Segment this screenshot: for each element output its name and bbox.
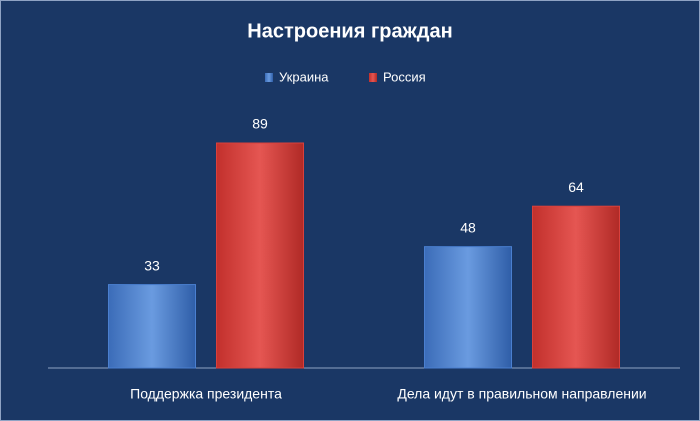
legend-swatch: [369, 73, 377, 82]
value-label: 33: [144, 257, 160, 273]
bar: [424, 246, 512, 369]
bar: [532, 205, 620, 369]
legend-swatch: [265, 73, 273, 82]
value-label: 48: [460, 219, 476, 235]
x-tick-label: Дела идут в правильном направлении: [397, 386, 646, 402]
chart-title: Настроения граждан: [247, 20, 452, 42]
legend-label: Россия: [383, 69, 426, 84]
legend-label: Украина: [279, 69, 329, 84]
x-tick-label: Поддержка президента: [130, 386, 282, 402]
value-label: 89: [252, 116, 268, 132]
bar: [216, 142, 304, 369]
value-label: 64: [568, 179, 584, 195]
bar: [108, 284, 196, 369]
